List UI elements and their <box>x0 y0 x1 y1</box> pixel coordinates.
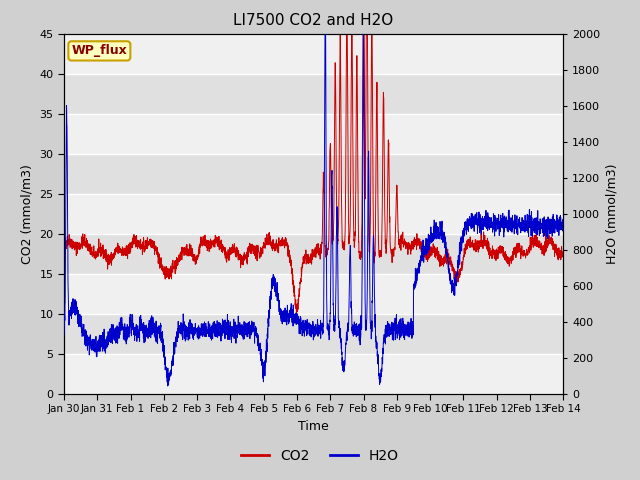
Bar <box>64 34 563 73</box>
Bar <box>64 193 563 234</box>
Bar <box>64 313 563 354</box>
Legend: CO2, H2O: CO2, H2O <box>236 443 404 468</box>
Bar <box>64 73 563 114</box>
X-axis label: Time: Time <box>298 420 329 432</box>
Bar <box>64 234 563 274</box>
Y-axis label: H2O (mmol/m3): H2O (mmol/m3) <box>606 163 619 264</box>
Bar <box>64 154 563 193</box>
Bar <box>64 114 563 154</box>
Bar <box>64 354 563 394</box>
Bar <box>64 313 563 354</box>
Y-axis label: CO2 (mmol/m3): CO2 (mmol/m3) <box>21 164 34 264</box>
Bar <box>64 234 563 274</box>
Bar <box>64 154 563 193</box>
Bar <box>64 274 563 313</box>
Title: LI7500 CO2 and H2O: LI7500 CO2 and H2O <box>234 13 394 28</box>
Text: WP_flux: WP_flux <box>72 44 127 58</box>
Bar <box>64 73 563 114</box>
